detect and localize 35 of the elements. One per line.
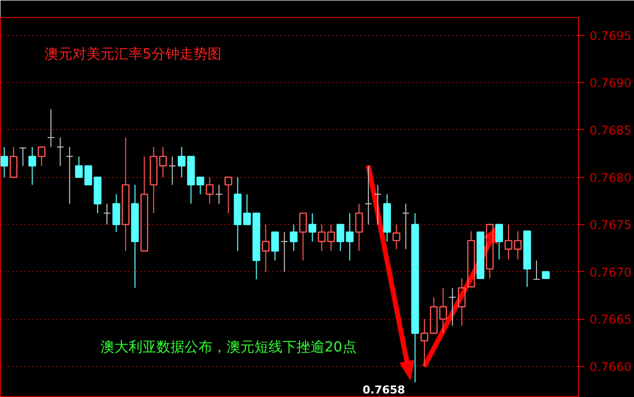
y-tick-label: 0.7685 xyxy=(590,123,632,138)
candlestick xyxy=(290,224,298,252)
y-tick-label: 0.7660 xyxy=(590,360,632,374)
y-tick-label: 0.7690 xyxy=(590,76,632,90)
candlestick xyxy=(56,137,64,166)
annotation: 0.7658 xyxy=(362,383,406,396)
candlestick xyxy=(402,203,410,250)
candlestick xyxy=(66,146,74,204)
candlestick xyxy=(215,184,223,204)
candlestick xyxy=(262,224,270,272)
y-tick-label: 0.7670 xyxy=(590,265,632,280)
candlestick xyxy=(28,146,36,186)
y-tick-label: 0.7695 xyxy=(590,28,632,43)
y-tick-label: 0.7675 xyxy=(590,218,632,232)
candlestick xyxy=(411,212,419,383)
candlestick xyxy=(308,212,316,242)
candlestick xyxy=(448,287,456,326)
text: 澳元对美元汇率5分钟走势图 xyxy=(44,46,222,62)
candlestick xyxy=(112,194,120,233)
candlestick xyxy=(280,232,288,272)
candlestick xyxy=(103,203,111,226)
candlestick xyxy=(458,278,466,326)
annotation: 澳大利亚数据公布，澳元短线下挫逾20点 xyxy=(100,340,356,356)
candlestick xyxy=(383,194,391,242)
candlestick xyxy=(392,224,400,250)
candlestick xyxy=(374,184,382,226)
y-tick-label: 0.7665 xyxy=(590,312,632,327)
y-tick-label: 0.7680 xyxy=(590,170,632,185)
candlestick xyxy=(47,108,55,148)
candlestick xyxy=(0,146,8,178)
candlestick xyxy=(168,156,176,186)
candlestick xyxy=(364,165,372,226)
candlestick xyxy=(131,184,139,288)
candlestick xyxy=(122,137,130,252)
candlestick xyxy=(355,203,363,252)
